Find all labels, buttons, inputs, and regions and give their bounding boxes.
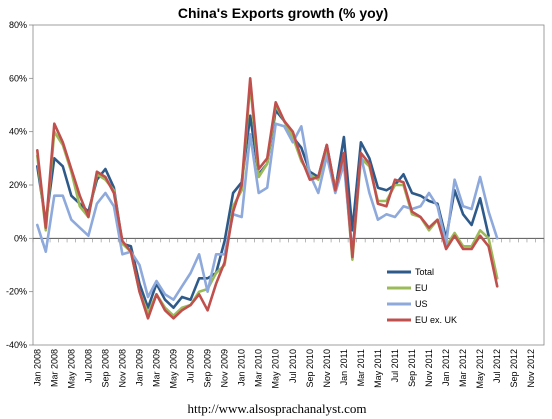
x-axis: Jan 2008 Mar 2008 May 2008 Jul 2008 Sep 2008… — [32, 238, 545, 389]
y-axis: -40% -20% 0% 20% 40% 60% 80% — [6, 20, 33, 350]
x-tick-label: Sep 2009 — [203, 349, 213, 388]
y-tick-label: -40% — [6, 340, 27, 350]
series-line-eu-ex-uk — [35, 77, 499, 320]
x-tick-label: Sep 2012 — [509, 349, 519, 388]
y-tick-label: 40% — [9, 127, 27, 137]
source-url[interactable]: http://www.alsosprachanalyst.com — [188, 401, 367, 416]
legend-label: EU — [415, 283, 428, 293]
x-tick-label: Jan 2009 — [134, 349, 144, 386]
legend-label: EU ex. UK — [415, 315, 457, 325]
x-tick-label: Nov 2008 — [117, 349, 127, 388]
x-tick-label: Nov 2012 — [526, 349, 536, 388]
series-line-total — [35, 109, 490, 310]
x-tick-label: May 2012 — [475, 349, 485, 389]
x-tick-label: Mar 2008 — [49, 349, 59, 387]
x-tick-label: Nov 2009 — [220, 349, 230, 388]
y-tick-label: 20% — [9, 180, 27, 190]
x-tick-label: Jan 2010 — [237, 349, 247, 386]
x-tick-label: Jan 2008 — [32, 349, 42, 386]
legend-label: US — [415, 299, 428, 309]
x-tick-label: May 2008 — [66, 349, 76, 389]
x-tick-label: Jul 2009 — [186, 349, 196, 383]
x-tick-label: May 2011 — [373, 349, 383, 388]
x-tick-label: Nov 2010 — [322, 349, 332, 388]
legend-label: Total — [415, 267, 434, 277]
y-tick-label: 0% — [14, 233, 27, 243]
x-tick-label: Nov 2011 — [424, 349, 434, 387]
x-tick-label: Sep 2010 — [305, 349, 315, 388]
x-tick-label: Mar 2012 — [458, 349, 468, 387]
x-tick-label: Sep 2011 — [407, 349, 417, 387]
x-tick-label: Mar 2009 — [151, 349, 161, 387]
chart-title: China's Exports growth (% yoy) — [178, 5, 388, 21]
x-tick-label: Mar 2011 — [356, 349, 366, 386]
y-tick-label: 60% — [9, 73, 27, 83]
x-tick-label: Sep 2008 — [100, 349, 110, 388]
x-tick-label: May 2009 — [169, 349, 179, 389]
y-tick-label: -20% — [6, 287, 27, 297]
x-tick-label: Jan 2011 — [339, 349, 349, 385]
x-tick-label: May 2010 — [271, 349, 281, 389]
x-tick-label: Jul 2010 — [288, 349, 298, 383]
x-tick-label: Jan 2012 — [441, 349, 451, 386]
x-tick-label: Jul 2008 — [83, 349, 93, 383]
series-line-us — [35, 122, 499, 302]
y-tick-label: 80% — [9, 20, 27, 30]
legend: Total EU US EU ex. UK — [387, 267, 457, 325]
x-tick-label: Jul 2011 — [390, 349, 400, 382]
x-tick-label: Mar 2010 — [254, 349, 264, 387]
series-lines — [35, 77, 499, 320]
x-tick-label: Jul 2012 — [492, 349, 502, 383]
